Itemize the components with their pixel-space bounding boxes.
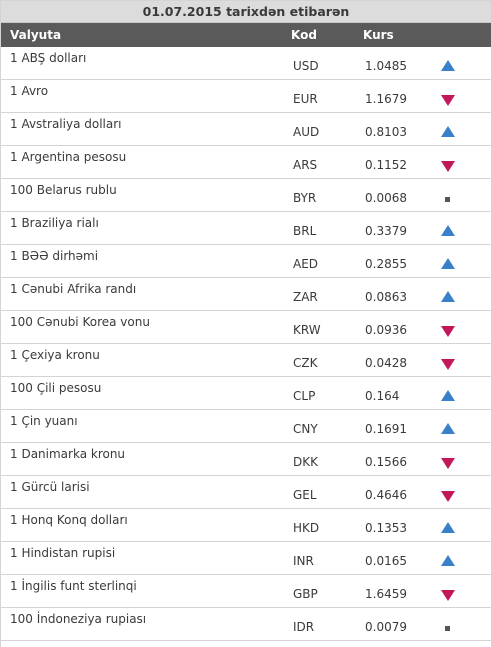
table-row: 1 Argentina pesosu ARS 0.1152: [1, 146, 491, 179]
exchange-rate: 0.1691: [365, 422, 407, 436]
trend-down-icon: [441, 359, 455, 370]
currency-name: 1 Çin yuanı: [10, 414, 78, 428]
exchange-rate: 0.0863: [365, 290, 407, 304]
table-row: 1 İngilis funt sterlinqi GBP 1.6459: [1, 575, 491, 608]
table-row: 1 Çexiya kronu CZK 0.0428: [1, 344, 491, 377]
table-header-row: Valyuta Kod Kurs: [1, 23, 491, 47]
currency-name: 100 Cənubi Korea vonu: [10, 315, 150, 329]
trend-down-icon: [441, 95, 455, 106]
currency-code: CLP: [293, 389, 316, 403]
table-row: 1 Honq Konq dolları HKD 0.1353: [1, 509, 491, 542]
column-header-rate: Kurs: [363, 28, 394, 42]
table-row: 1 ABŞ dolları USD 1.0485: [1, 47, 491, 80]
currency-name: 1 Argentina pesosu: [10, 150, 127, 164]
currency-name: 100 Çili pesosu: [10, 381, 102, 395]
currency-name: 1 BƏƏ dirhəmi: [10, 249, 99, 263]
currency-code: AED: [293, 257, 319, 271]
currency-name: 1 ABŞ dolları: [10, 51, 87, 65]
currency-code: USD: [293, 59, 319, 73]
table-row: 1 Braziliya rialı BRL 0.3379: [1, 212, 491, 245]
exchange-rate: 0.1353: [365, 521, 407, 535]
table-row: 1 Avro EUR 1.1679: [1, 80, 491, 113]
currency-name: 1 Braziliya rialı: [10, 216, 99, 230]
currency-code: BYR: [293, 191, 317, 205]
table-body: 1 ABŞ dolları USD 1.0485 1 Avro EUR 1.1679 1 A…: [1, 47, 491, 641]
currency-code: AUD: [293, 125, 320, 139]
currency-name: 1 Cənubi Afrika randı: [10, 282, 137, 296]
currency-code: INR: [293, 554, 314, 568]
trend-up-icon: [441, 522, 455, 533]
trend-up-icon: [441, 390, 455, 401]
currency-code: GBP: [293, 587, 318, 601]
currency-name: 100 İndoneziya rupiası: [10, 612, 147, 626]
currency-name: 1 Çexiya kronu: [10, 348, 100, 362]
exchange-rate: 1.0485: [365, 59, 407, 73]
table-row: 1 Avstraliya dolları AUD 0.8103: [1, 113, 491, 146]
table-row: 1 Danimarka kronu DKK 0.1566: [1, 443, 491, 476]
exchange-rate: 0.0936: [365, 323, 407, 337]
currency-code: CZK: [293, 356, 318, 370]
exchange-rate: 0.3379: [365, 224, 407, 238]
currency-code: HKD: [293, 521, 320, 535]
trend-up-icon: [441, 423, 455, 434]
currency-code: ZAR: [293, 290, 318, 304]
exchange-rate: 0.4646: [365, 488, 407, 502]
exchange-rate: 0.0079: [365, 620, 407, 634]
exchange-rate: 1.1679: [365, 92, 407, 106]
trend-up-icon: [441, 60, 455, 71]
trend-up-icon: [441, 555, 455, 566]
trend-up-icon: [441, 126, 455, 137]
trend-down-icon: [441, 590, 455, 601]
trend-up-icon: [441, 225, 455, 236]
currency-code: EUR: [293, 92, 318, 106]
trend-up-icon: [441, 258, 455, 269]
currency-name: 1 İngilis funt sterlinqi: [10, 579, 137, 593]
currency-name: 1 Gürcü larisi: [10, 480, 90, 494]
currency-code: BRL: [293, 224, 317, 238]
table-row: 100 Cənubi Korea vonu KRW 0.0936: [1, 311, 491, 344]
currency-name: 1 Avro: [10, 84, 49, 98]
exchange-rate: 1.6459: [365, 587, 407, 601]
currency-code: CNY: [293, 422, 318, 436]
currency-code: DKK: [293, 455, 318, 469]
table-row: 1 BƏƏ dirhəmi AED 0.2855: [1, 245, 491, 278]
trend-down-icon: [441, 458, 455, 469]
trend-down-icon: [441, 491, 455, 502]
exchange-rate: 0.1566: [365, 455, 407, 469]
currency-code: ARS: [293, 158, 318, 172]
exchange-rate: 0.8103: [365, 125, 407, 139]
column-header-code: Kod: [291, 28, 317, 42]
trend-unchanged-icon: [445, 197, 450, 202]
exchange-rate: 0.0428: [365, 356, 407, 370]
currency-code: IDR: [293, 620, 315, 634]
table-row: 100 Belarus rublu BYR 0.0068: [1, 179, 491, 212]
currency-name: 100 Belarus rublu: [10, 183, 117, 197]
table-row: 1 Çin yuanı CNY 0.1691: [1, 410, 491, 443]
exchange-rate: 0.0165: [365, 554, 407, 568]
currency-code: GEL: [293, 488, 317, 502]
currency-name: 1 Hindistan rupisi: [10, 546, 116, 560]
exchange-rate: 0.2855: [365, 257, 407, 271]
currency-name: 1 Avstraliya dolları: [10, 117, 122, 131]
table-title: 01.07.2015 tarixdən etibarən: [1, 1, 491, 23]
table-row: 100 İndoneziya rupiası IDR 0.0079: [1, 608, 491, 641]
trend-down-icon: [441, 161, 455, 172]
table-row: 1 Hindistan rupisi INR 0.0165: [1, 542, 491, 575]
trend-up-icon: [441, 291, 455, 302]
column-header-currency: Valyuta: [10, 28, 62, 42]
table-row: 100 Çili pesosu CLP 0.164: [1, 377, 491, 410]
currency-code: KRW: [293, 323, 321, 337]
table-row: 1 Gürcü larisi GEL 0.4646: [1, 476, 491, 509]
trend-down-icon: [441, 326, 455, 337]
currency-name: 1 Danimarka kronu: [10, 447, 126, 461]
exchange-rate: 0.0068: [365, 191, 407, 205]
exchange-rate: 0.1152: [365, 158, 407, 172]
table-row: 1 Cənubi Afrika randı ZAR 0.0863: [1, 278, 491, 311]
trend-unchanged-icon: [445, 626, 450, 631]
currency-name: 1 Honq Konq dolları: [10, 513, 128, 527]
exchange-rate: 0.164: [365, 389, 400, 403]
